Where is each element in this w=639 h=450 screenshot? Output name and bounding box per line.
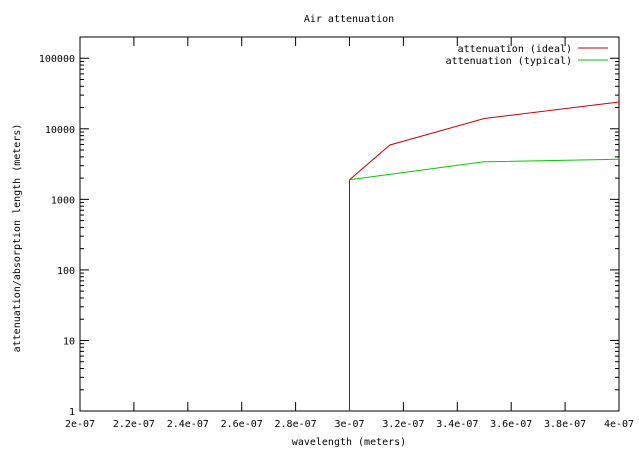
y-tick-label: 100000 bbox=[39, 54, 75, 65]
y-tick-label: 100 bbox=[57, 266, 75, 277]
x-tick-label: 2e-07 bbox=[65, 419, 95, 430]
y-tick-label: 1000 bbox=[51, 195, 75, 206]
x-tick-label: 3.4e-07 bbox=[436, 419, 478, 430]
y-axis-label: attenuation/absorption length (meters) bbox=[12, 124, 23, 353]
series-line-typical bbox=[349, 158, 620, 181]
series-lines bbox=[349, 101, 620, 411]
x-tick-label: 2.4e-07 bbox=[167, 419, 209, 430]
legend-label-ideal: attenuation (ideal) bbox=[458, 44, 572, 55]
x-axis-label: wavelength (meters) bbox=[292, 437, 406, 448]
x-tick-label: 2.8e-07 bbox=[275, 419, 317, 430]
legend: attenuation (ideal)attenuation (typical) bbox=[446, 44, 608, 67]
y-tick-label: 1 bbox=[69, 407, 75, 418]
legend-label-typical: attenuation (typical) bbox=[446, 56, 572, 67]
x-tick-label: 3.6e-07 bbox=[490, 419, 532, 430]
x-tick-label: 2.6e-07 bbox=[221, 419, 263, 430]
x-tick-label: 3.2e-07 bbox=[382, 419, 424, 430]
x-tick-label: 3e-07 bbox=[334, 419, 364, 430]
y-tick-label: 10000 bbox=[45, 125, 75, 136]
x-tick-label: 3.8e-07 bbox=[544, 419, 586, 430]
y-tick-label: 10 bbox=[63, 336, 75, 347]
x-tick-label: 4e-07 bbox=[604, 419, 634, 430]
x-tick-label: 2.2e-07 bbox=[113, 419, 155, 430]
series-line-ideal bbox=[349, 101, 620, 411]
chart-title: Air attenuation bbox=[304, 14, 394, 25]
axis-ticks: 2e-07 2.2e-07 2.4e-07 2.6e-07 2.8e-07 3e-07 3.… bbox=[39, 36, 634, 430]
